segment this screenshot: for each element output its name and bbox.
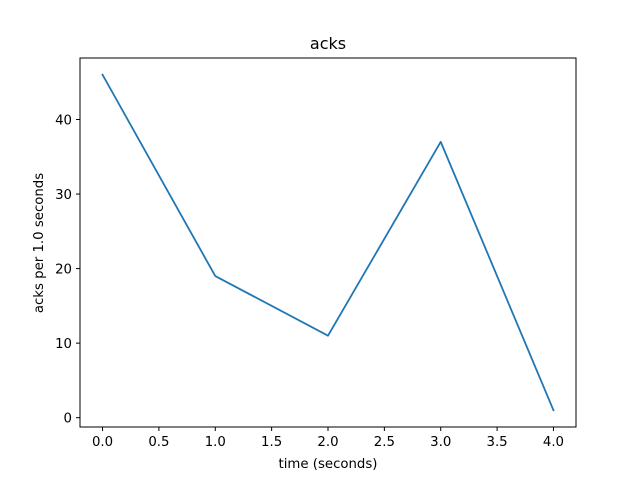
x-axis-label: time (seconds) [279, 457, 378, 472]
y-axis-ticks: 0 10 20 30 40 [55, 114, 80, 427]
y-axis-label: acks per 1.0 seconds [32, 173, 47, 313]
y-tick-label: 30 [55, 188, 72, 203]
x-tick-label: 3.5 [487, 435, 508, 450]
y-tick-label: 40 [55, 114, 72, 129]
x-tick-label: 2.5 [374, 435, 395, 450]
plot-frame [79, 57, 577, 428]
x-axis-ticks: 0.0 0.5 1.0 1.5 2.0 2.5 3.0 3.5 4.0 [92, 427, 564, 450]
series-layer [101, 73, 555, 412]
series-line-0 [101, 73, 555, 412]
x-tick-label: 2.0 [317, 435, 338, 450]
x-tick-label: 0.0 [92, 435, 113, 450]
y-tick-label: 20 [55, 263, 72, 278]
chart-title: acks [310, 34, 346, 53]
y-tick-label: 10 [55, 337, 72, 352]
x-tick-label: 1.0 [205, 435, 226, 450]
x-tick-label: 0.5 [148, 435, 169, 450]
x-tick-label: 3.0 [430, 435, 451, 450]
x-tick-label: 4.0 [543, 435, 564, 450]
x-tick-label: 1.5 [261, 435, 282, 450]
y-tick-label: 0 [64, 412, 72, 427]
